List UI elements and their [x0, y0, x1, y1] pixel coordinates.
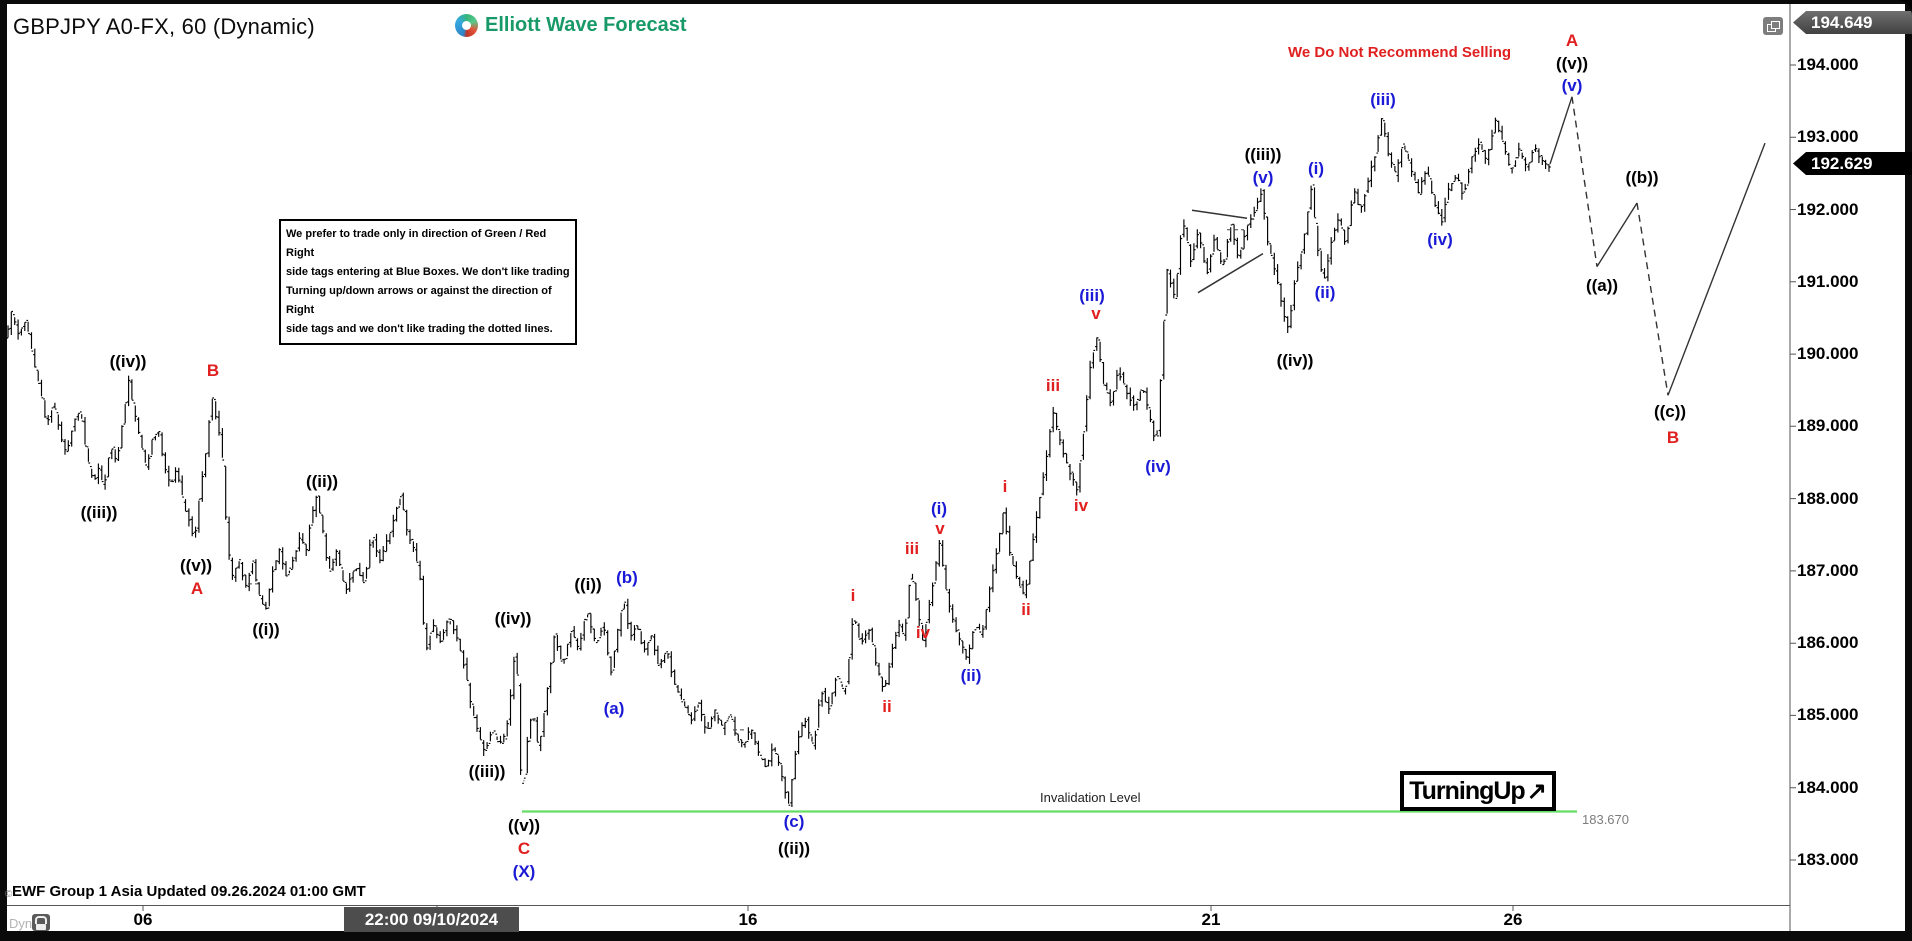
forecast-line-dashed: [1571, 96, 1598, 267]
elliott-wave-label: ((iii)): [1244, 145, 1282, 164]
restore-square-front: [1771, 21, 1780, 29]
turning-up-label: TurningUp: [1409, 776, 1525, 805]
brand-name: Elliott Wave Forecast: [485, 14, 687, 36]
elliott-wave-label: (v): [1252, 168, 1274, 187]
time-axis-tick-label: 06: [133, 910, 153, 929]
elliott-wave-label: i: [850, 586, 856, 605]
elliott-wave-label: (iii): [1370, 90, 1396, 109]
brand-logo: Elliott Wave Forecast: [455, 14, 687, 37]
elliott-wave-label: (v): [1561, 76, 1583, 95]
disclaimer-line: Turning up/down arrows or against the di…: [286, 285, 552, 316]
elliott-wave-label: i: [1002, 477, 1008, 496]
elliott-wave-label: ((a)): [1585, 276, 1619, 295]
symbol-title: GBPJPY A0-FX, 60 (Dynamic): [13, 14, 315, 39]
elliott-wave-label: (c): [783, 812, 805, 831]
elliott-wave-label: iv: [1073, 496, 1089, 515]
up-arrow-icon: ↗: [1526, 777, 1547, 805]
time-axis-tick-label: 21: [1201, 910, 1221, 929]
elliott-wave-label: (a): [603, 699, 625, 718]
trendline: [1197, 252, 1264, 294]
elliott-wave-label: (ii): [1314, 283, 1336, 302]
forecast-line-solid: [1596, 202, 1638, 267]
elliott-wave-label: iii: [1045, 376, 1061, 395]
elliott-wave-label: ii: [1021, 600, 1031, 619]
elliott-wave-label: B: [206, 361, 220, 380]
elliott-wave-label: ((v)): [1555, 54, 1589, 73]
elliott-wave-label: ((v)): [179, 556, 213, 575]
axis-lines: [7, 4, 1791, 931]
copyright-mark: ©: [5, 889, 13, 900]
invalidation-price-value: 183.670: [1582, 812, 1629, 827]
elliott-wave-label: ((ii)): [777, 839, 811, 858]
update-footer: EWF Group 1 Asia Updated 09.26.2024 01:0…: [12, 883, 366, 900]
price-axis-tick-label: 183.000: [1797, 849, 1859, 869]
elliott-wave-label: B: [1666, 428, 1680, 447]
ohlc-bars: [6, 117, 1551, 807]
elliott-wave-label: ((i)): [252, 620, 280, 639]
elliott-wave-label: (iv): [1427, 230, 1453, 249]
elliott-wave-label: ii: [882, 697, 892, 716]
price-axis-tick-label: 189.000: [1797, 416, 1859, 436]
trading-disclaimer-box: We prefer to trade only in direction of …: [279, 219, 577, 345]
elliott-wave-label: (i): [1307, 159, 1325, 178]
price-axis-tick-label: 194.000: [1797, 55, 1859, 74]
elliott-wave-label: (iii): [1079, 286, 1105, 305]
elliott-wave-label: ((ii)): [305, 472, 339, 491]
price-axis-tick-label: 188.000: [1797, 488, 1859, 508]
elliott-wave-label: ((iv)): [1276, 351, 1314, 370]
price-axis-tick-label: 191.000: [1797, 271, 1859, 291]
dynamic-mode-label: Dyn: [9, 916, 33, 931]
no-sell-warning: We Do Not Recommend Selling: [1288, 44, 1512, 61]
disclaimer-line: We prefer to trade only in direction of …: [286, 228, 547, 259]
turning-up-badge: TurningUp ↗: [1400, 771, 1556, 811]
crosshair-date-tag: 22:00 09/10/2024: [344, 907, 519, 932]
lock-body: [36, 924, 46, 930]
elliott-wave-label: (i): [930, 499, 948, 518]
elliott-wave-label: ((i)): [574, 575, 602, 594]
disclaimer-line: side tags entering at Blue Boxes. We don…: [286, 266, 570, 278]
time-axis-tick-label: 26: [1503, 910, 1523, 929]
elliott-wave-label: (iv): [1145, 457, 1171, 476]
elliott-wave-label: iii: [904, 539, 920, 558]
lock-icon[interactable]: [32, 914, 50, 931]
price-axis-tick-label: 190.000: [1797, 344, 1859, 364]
price-axis-tick-label: 193.000: [1797, 127, 1859, 147]
elliott-wave-label: ((iv)): [109, 352, 147, 371]
elliott-wave-label: ((v)): [507, 816, 541, 835]
elliott-wave-label: A: [1565, 31, 1579, 50]
elliott-wave-label: v: [935, 519, 945, 538]
elliott-wave-label: v: [1091, 304, 1101, 323]
restore-window-icon[interactable]: [1763, 17, 1783, 35]
elliott-wave-label: ((c)): [1653, 402, 1687, 421]
trendline: [1191, 209, 1248, 219]
session-high-tag: 194.649: [1793, 11, 1912, 34]
elliott-wave-label: ((iii)): [80, 503, 118, 522]
lock-shackle: [35, 916, 47, 924]
chart-surface: [7, 4, 1905, 931]
elliott-wave-label: (b): [616, 568, 638, 587]
elliott-wave-label: ((b)): [1625, 168, 1659, 187]
price-axis-tick-label: 184.000: [1797, 777, 1859, 797]
disclaimer-line: side tags and we don't like trading the …: [286, 323, 553, 335]
elliott-wave-label: C: [517, 839, 531, 858]
current-price-tag: 192.629: [1793, 152, 1912, 175]
time-axis-tick-label: 16: [738, 910, 758, 929]
elliott-wave-label: (ii): [960, 666, 982, 685]
forecast-line-solid: [1667, 142, 1766, 396]
elliott-wave-label: (X): [512, 862, 536, 881]
invalidation-level-label: Invalidation Level: [1040, 790, 1141, 805]
price-axis-tick-label: 192.000: [1797, 199, 1859, 219]
price-axis-tick-label: 187.000: [1797, 560, 1859, 580]
elliott-wave-label: ((iii)): [468, 762, 506, 781]
price-axis-tick-label: 186.000: [1797, 633, 1859, 653]
forecast-line-solid: [1549, 96, 1573, 165]
elliott-wave-label: iv: [915, 623, 931, 642]
brand-swirl-icon: [455, 14, 478, 37]
price-axis-tick-label: 185.000: [1797, 705, 1859, 725]
elliott-wave-label: A: [190, 579, 204, 598]
forecast-line-dashed: [1636, 202, 1669, 396]
elliott-wave-label: ((iv)): [494, 609, 532, 628]
